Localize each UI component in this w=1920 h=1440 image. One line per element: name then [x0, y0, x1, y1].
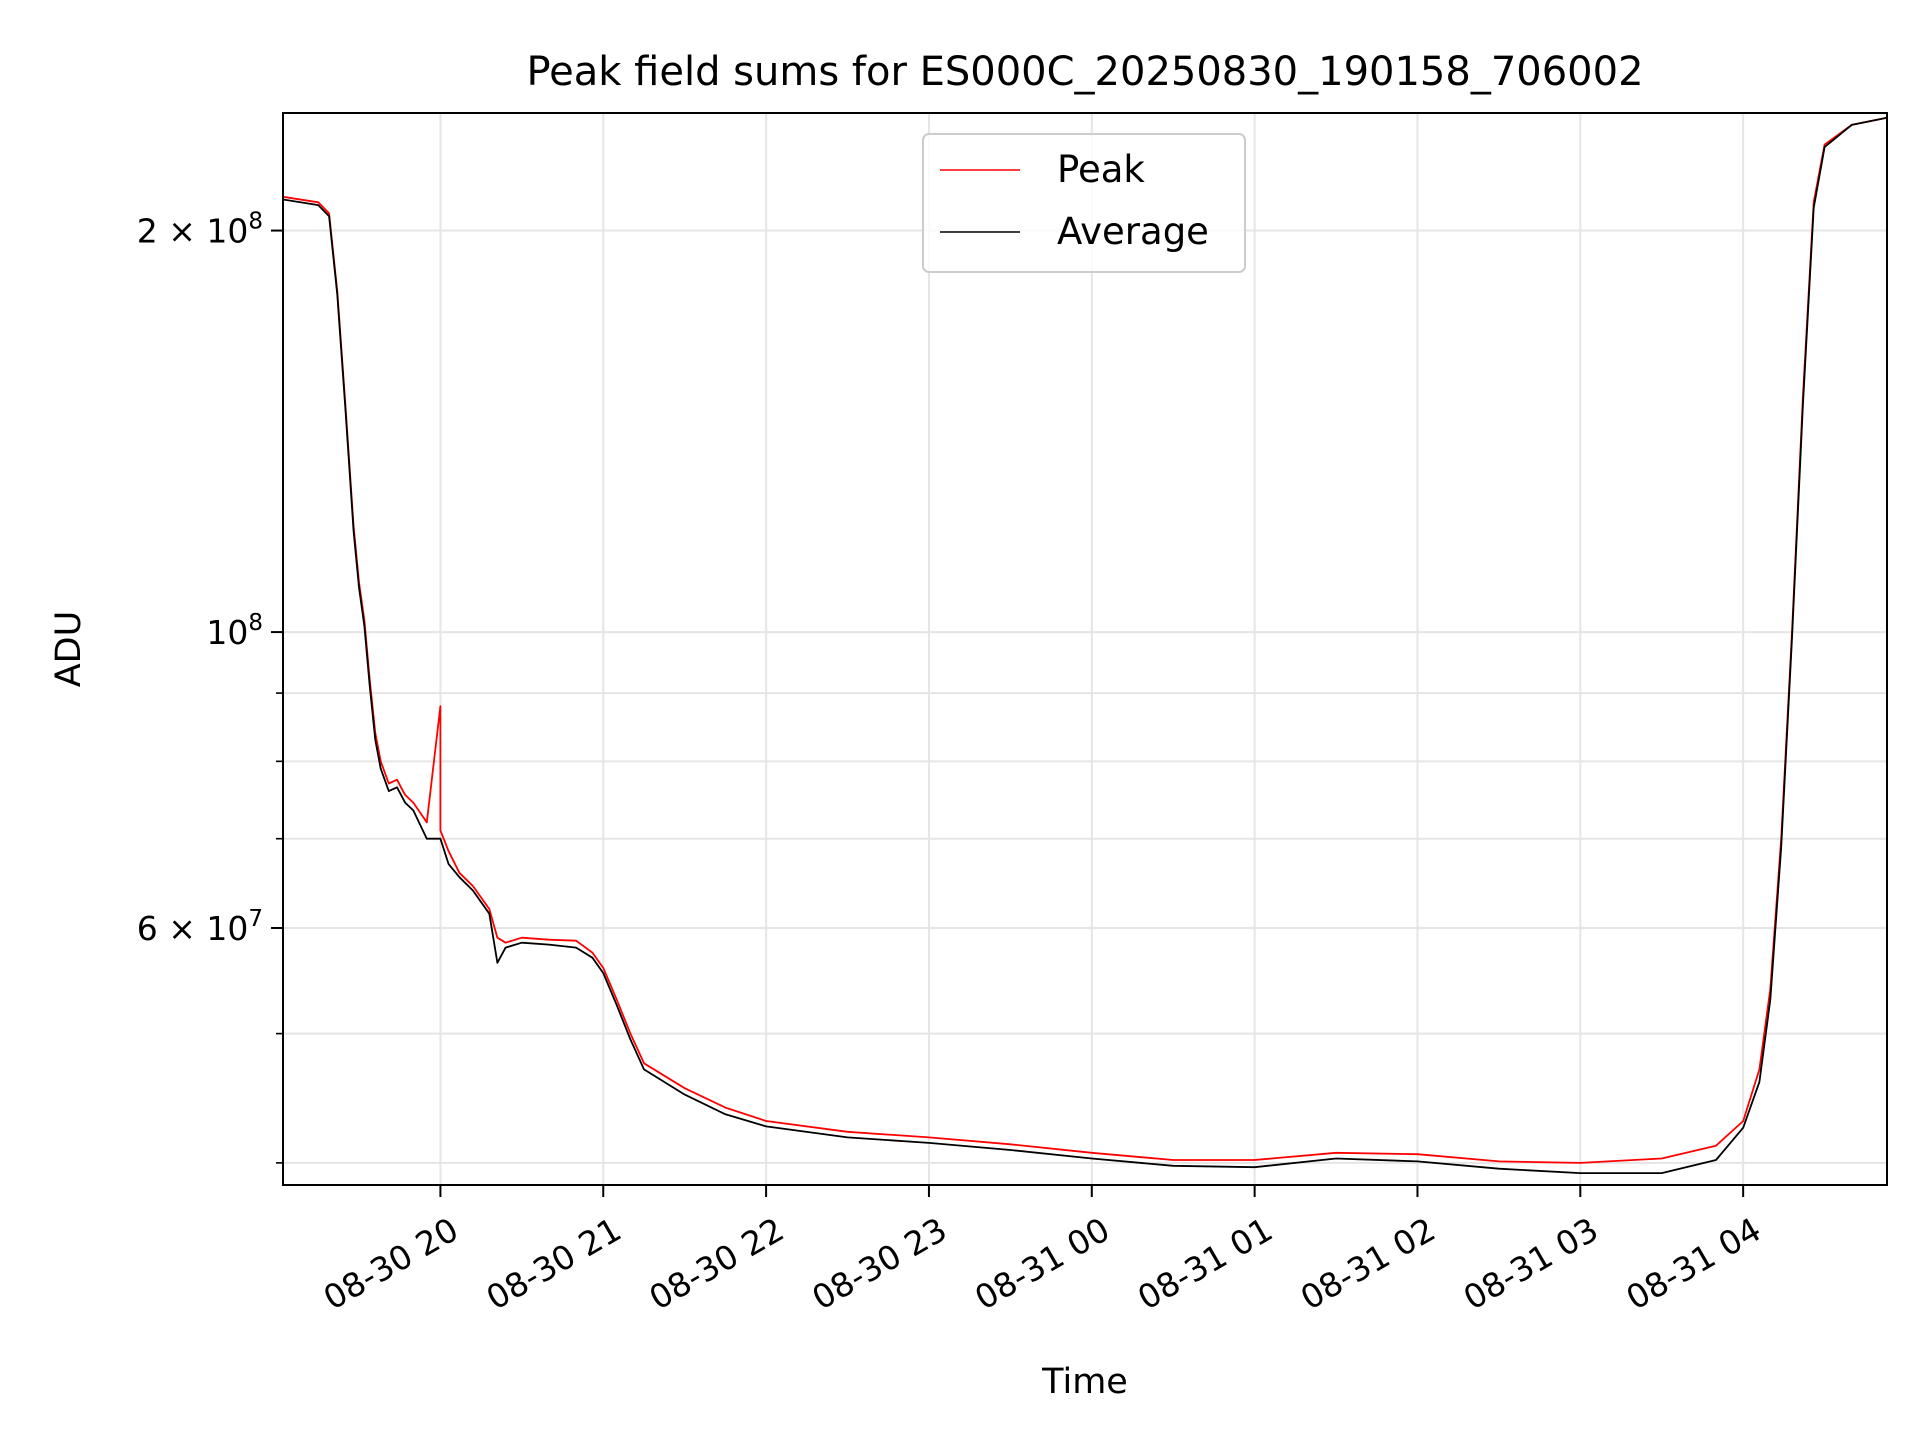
- series-line-average: [283, 116, 1887, 1174]
- plot-series: [283, 116, 1887, 1174]
- y-tick-label-exponent: 7: [248, 906, 263, 932]
- y-tick-label: 6 × 107: [137, 906, 263, 948]
- y-tick-label: 108: [206, 610, 263, 652]
- y-tick-label: 2 × 108: [137, 209, 263, 251]
- y-axis-label: ADU: [49, 611, 89, 688]
- legend: Peak Average: [922, 133, 1246, 273]
- x-axis-label: Time: [1041, 1362, 1128, 1402]
- y-tick-label-base: 2 × 10: [137, 212, 249, 251]
- y-tick-label-exponent: 8: [248, 610, 263, 636]
- y-tick-label-base: 10: [206, 613, 248, 652]
- series-line-peak: [283, 116, 1887, 1164]
- plot-frame: [282, 112, 1888, 1186]
- legend-box: [922, 133, 1246, 273]
- chart-title: Peak field sums for ES000C_20250830_1901…: [526, 49, 1643, 95]
- legend-label-peak: Peak: [1057, 148, 1145, 191]
- y-tick-label-exponent: 8: [248, 209, 263, 235]
- y-tick-label-base: 6 × 10: [137, 909, 249, 948]
- legend-label-average: Average: [1057, 210, 1209, 253]
- grid-lines: [283, 113, 1887, 1185]
